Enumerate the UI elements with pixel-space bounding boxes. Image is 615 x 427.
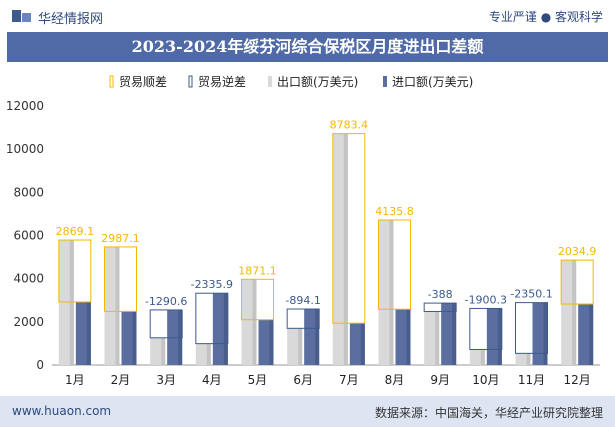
brand-name: 华经情报网 (38, 12, 104, 27)
export-bar-shade (343, 133, 348, 365)
import-bar-shade (452, 303, 457, 365)
y-tick-label: 4000 (13, 272, 44, 286)
legend-swatch-0 (109, 75, 114, 88)
x-tick-label: 1月 (65, 373, 85, 387)
y-tick-label: 2000 (13, 315, 44, 329)
bars: 2869.1 2987.1 -1290.6 -2335.9 1871.1 -894.1 87… (56, 119, 597, 365)
chart-title: 2023-2024年绥芬河综合保税区月度进出口差额 (131, 37, 484, 56)
import-bar-shade (223, 293, 228, 365)
x-tick-label: 7月 (339, 373, 359, 387)
legend-swatch-3 (383, 76, 387, 87)
tagline: 专业严谨 ● 客观科学 (488, 10, 603, 24)
x-tick-label: 9月 (430, 373, 450, 387)
balance-label: -388 (428, 288, 453, 301)
import-bar-shade (543, 302, 548, 365)
import-bar-shade (86, 301, 91, 365)
x-tick-label: 10月 (472, 373, 499, 387)
export-bar-shade (298, 328, 303, 365)
x-tick-label: 6月 (293, 373, 313, 387)
balance-bar (149, 309, 183, 339)
y-tick-label: 12000 (6, 99, 44, 113)
website-link[interactable]: www.huaon.com (12, 404, 112, 418)
export-bar-shade (115, 246, 120, 365)
legend-label-0: 贸易顺差 (119, 75, 167, 89)
import-bar-shade (269, 319, 274, 365)
balance-label: 4135.8 (375, 205, 414, 218)
y-tick-label: 10000 (6, 142, 44, 156)
balance-bar (560, 259, 594, 305)
huajing-logo-icon (12, 10, 31, 22)
balance-label: 2034.9 (558, 245, 597, 258)
x-tick-label: 8月 (385, 373, 405, 387)
title-bar: 2023-2024年绥芬河综合保税区月度进出口差额 (7, 32, 608, 62)
x-tick-label: 12月 (564, 373, 591, 387)
import-bar-shade (132, 311, 137, 365)
balance-label: -894.1 (285, 294, 320, 307)
balance-bar (469, 307, 503, 350)
chart: 贸易顺差 贸易逆差 出口额(万美元) 进口额(万美元) 0 2000 4000 6000 80… (6, 74, 600, 387)
balance-label: 8783.4 (330, 119, 369, 132)
import-bar-shade (497, 308, 502, 365)
balance-bar (241, 278, 274, 321)
x-tick-label: 2月 (111, 373, 131, 387)
y-tick-label: 8000 (13, 185, 44, 199)
x-axis: 1月 2月 3月 4月 5月 6月 7月 8月 9月 10月 11月 12月 (65, 373, 591, 387)
top-bar: 华经情报网 专业严谨 ● 客观科学 (0, 0, 615, 32)
legend-label-1: 贸易逆差 (198, 74, 246, 89)
export-bar-shade (206, 343, 211, 365)
x-tick-label: 5月 (248, 373, 268, 387)
x-tick-label: 3月 (156, 373, 176, 387)
balance-bar (515, 302, 548, 354)
balance-bar (58, 239, 92, 303)
export-bar-shade (480, 349, 485, 365)
balance-bar (378, 219, 411, 310)
balance-bar (195, 292, 229, 345)
balance-bar (332, 133, 366, 324)
import-bar-shade (406, 309, 411, 365)
export-bar-shade (572, 260, 577, 365)
x-tick-label: 4月 (202, 373, 222, 387)
import-bar-shade (360, 323, 365, 365)
balance-label: -2335.9 (191, 278, 233, 291)
export-bar-shade (69, 240, 74, 365)
balance-label: -1290.6 (145, 295, 187, 308)
legend-label-3: 进口额(万美元) (392, 75, 473, 89)
data-source: 数据来源：中国海关，华经产业研究院整理 (374, 406, 603, 420)
y-axis: 0 2000 4000 6000 8000 10000 12000 (6, 99, 600, 372)
balance-label: 2987.1 (101, 232, 140, 245)
import-bar-shade (315, 309, 320, 365)
export-bar-shade (161, 337, 166, 365)
balance-bar (423, 302, 457, 312)
balance-label: 2869.1 (56, 225, 95, 238)
export-bar-shade (526, 353, 531, 365)
legend-swatch-1 (188, 75, 193, 88)
footer: www.huaon.com 数据来源：中国海关，华经产业研究院整理 (0, 396, 615, 427)
legend-swatch-2 (268, 76, 272, 87)
legend: 贸易顺差 贸易逆差 出口额(万美元) 进口额(万美元) (109, 74, 473, 89)
balance-bar (286, 308, 320, 329)
export-bar (515, 353, 531, 365)
legend-label-2: 出口额(万美元) (277, 75, 358, 89)
export-bar-shade (435, 311, 440, 365)
balance-label: 1871.1 (238, 264, 277, 277)
balance-label: -2350.1 (510, 288, 552, 301)
balance-label: -1900.3 (465, 293, 507, 306)
export-bar-shade (389, 219, 394, 365)
balance-bar (104, 246, 137, 312)
y-tick-label: 0 (36, 358, 44, 372)
export-bar-shade (252, 279, 257, 365)
x-tick-label: 11月 (518, 373, 545, 387)
y-tick-label: 6000 (13, 229, 44, 243)
import-bar-shade (589, 304, 594, 365)
